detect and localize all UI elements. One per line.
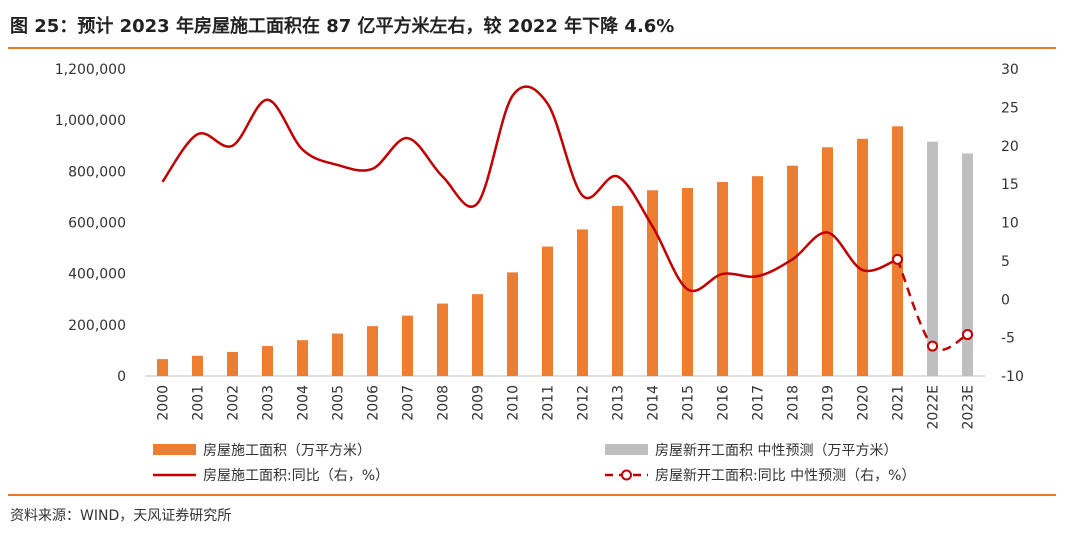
left-axis-tick-label: 200,000 bbox=[68, 318, 126, 334]
x-axis-tick-label: 2013 bbox=[611, 385, 627, 421]
bar bbox=[402, 315, 413, 376]
right-axis-tick-label: 30 bbox=[1001, 62, 1019, 78]
left-axis-tick-label: 800,000 bbox=[68, 164, 126, 180]
bar bbox=[682, 187, 693, 376]
forecast-point bbox=[892, 253, 903, 265]
right-axis-tick-label: 25 bbox=[1001, 100, 1019, 116]
bar bbox=[367, 326, 378, 376]
bar bbox=[262, 346, 273, 376]
right-axis-tick-label: 5 bbox=[1001, 254, 1010, 270]
legend-label: 房屋施工面积:同比（右，%） bbox=[203, 468, 389, 484]
legend-swatch bbox=[605, 444, 648, 455]
bar bbox=[507, 272, 518, 376]
source-note: 资料来源：WIND，天风证券研究所 bbox=[10, 508, 232, 524]
right-axis-tick-label: -10 bbox=[1001, 369, 1024, 385]
bar bbox=[717, 182, 728, 376]
x-axis-tick-label: 2000 bbox=[156, 385, 172, 421]
x-axis-tick-label: 2007 bbox=[401, 385, 417, 421]
bar bbox=[857, 138, 868, 376]
x-axis-tick-label: 2006 bbox=[366, 385, 382, 421]
legend-swatch bbox=[153, 444, 196, 455]
chart-title: 图 25：预计 2023 年房屋施工面积在 87 亿平方米左右，较 2022 年… bbox=[10, 16, 675, 37]
legend-marker bbox=[621, 469, 632, 481]
bar bbox=[227, 351, 238, 376]
forecast-point bbox=[927, 340, 938, 352]
left-axis-tick-label: 1,000,000 bbox=[55, 113, 126, 129]
bars bbox=[157, 126, 973, 376]
x-axis-tick-label: 2011 bbox=[541, 385, 557, 421]
x-axis-tick-label: 2010 bbox=[506, 385, 522, 421]
x-axis-tick-label: 2012 bbox=[576, 385, 592, 421]
x-axis-tick-label: 2003 bbox=[261, 385, 277, 421]
bar bbox=[647, 190, 658, 376]
bar bbox=[577, 229, 588, 376]
bar bbox=[962, 153, 973, 376]
bar bbox=[822, 147, 833, 376]
right-axis-tick-label: 20 bbox=[1001, 139, 1019, 155]
x-axis-tick-label: 2022E bbox=[926, 385, 942, 429]
x-axis-tick-label: 2008 bbox=[436, 385, 452, 421]
x-axis-tick-label: 2015 bbox=[681, 385, 697, 421]
x-axis-tick-label: 2002 bbox=[226, 385, 242, 421]
bar bbox=[157, 359, 168, 376]
bar bbox=[437, 303, 448, 376]
right-axis-tick-label: -5 bbox=[1001, 331, 1015, 347]
yoy-line bbox=[161, 85, 898, 293]
bar bbox=[297, 340, 308, 376]
bar bbox=[927, 141, 938, 376]
legend: 房屋施工面积（万平方米） 房屋新开工面积 中性预测（万平方米） 房屋施工面积:同比（… bbox=[153, 443, 915, 484]
x-axis-tick-label: 2020 bbox=[856, 385, 872, 421]
x-axis-tick-label: 2005 bbox=[331, 385, 347, 421]
bar bbox=[787, 165, 798, 376]
left-axis-tick-label: 1,200,000 bbox=[55, 62, 126, 78]
x-axis-tick-label: 2016 bbox=[716, 385, 732, 421]
bar bbox=[542, 246, 553, 376]
x-axis-tick-label: 2004 bbox=[296, 385, 312, 421]
source-divider bbox=[8, 494, 1056, 496]
forecast-point bbox=[962, 329, 973, 341]
x-axis-tick-label: 2014 bbox=[646, 385, 662, 421]
legend-label: 房屋新开工面积 中性预测（万平方米） bbox=[655, 443, 897, 459]
bar bbox=[892, 126, 903, 376]
bar bbox=[332, 333, 343, 376]
right-axis-tick-label: 15 bbox=[1001, 177, 1019, 193]
bar bbox=[472, 294, 483, 376]
x-axis-tick-label: 2018 bbox=[786, 385, 802, 421]
x-axis-tick-label: 2009 bbox=[471, 385, 487, 421]
legend-label: 房屋施工面积（万平方米） bbox=[203, 443, 371, 459]
x-axis-tick-label: 2021 bbox=[891, 385, 907, 421]
left-axis-tick-label: 0 bbox=[117, 369, 126, 385]
title-divider bbox=[8, 47, 1056, 49]
axes: 0 200,000 400,000 600,000 800,000 1,000,000 1,… bbox=[55, 62, 1024, 429]
bar bbox=[612, 205, 623, 376]
x-axis-tick-label: 2019 bbox=[821, 385, 837, 421]
x-axis-tick-label: 2001 bbox=[191, 385, 207, 421]
legend-label: 房屋新开工面积:同比 中性预测（右，%） bbox=[655, 468, 915, 484]
left-axis-tick-label: 400,000 bbox=[68, 267, 126, 283]
x-axis-tick-label: 2017 bbox=[751, 385, 767, 421]
left-axis-tick-label: 600,000 bbox=[68, 216, 126, 232]
x-axis-tick-label: 2023E bbox=[961, 385, 977, 429]
lines bbox=[161, 85, 973, 352]
right-axis-tick-label: 0 bbox=[1001, 292, 1010, 308]
bar bbox=[192, 355, 203, 376]
right-axis-tick-label: 10 bbox=[1001, 216, 1019, 232]
